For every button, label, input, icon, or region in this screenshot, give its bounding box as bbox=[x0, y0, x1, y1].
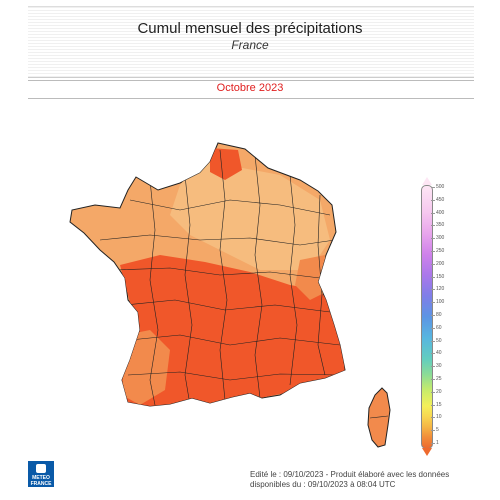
corsica-outline bbox=[367, 387, 391, 448]
legend-tick-label: 500 bbox=[436, 184, 445, 190]
legend-tick-mark bbox=[431, 379, 435, 380]
legend-tick-mark bbox=[431, 289, 435, 291]
mid-zone-southwest bbox=[122, 330, 170, 405]
legend-tick-mark bbox=[431, 340, 435, 342]
legend-tick-mark bbox=[431, 353, 435, 355]
legend-tick-mark bbox=[431, 276, 435, 278]
legend-tick-mark bbox=[431, 187, 435, 188]
legend-tick-mark bbox=[431, 327, 435, 329]
legend-tick-label: 100 bbox=[436, 299, 445, 306]
department-borders bbox=[99, 149, 341, 406]
legend-tick-mark bbox=[431, 417, 435, 419]
legend-tick-label: 30 bbox=[436, 363, 442, 370]
legend-tick-mark bbox=[431, 366, 435, 368]
legend-tick-label: 20 bbox=[436, 388, 442, 395]
legend-tick-label: 400 bbox=[436, 209, 445, 216]
legend-tick-label: 5 bbox=[436, 427, 439, 434]
legend-tick-mark bbox=[431, 251, 435, 252]
logo-text-france: FRANCE bbox=[30, 481, 52, 487]
header-band bbox=[28, 6, 474, 78]
legend-tick-label: 10 bbox=[436, 414, 442, 421]
legend-tick-label: 1 bbox=[436, 440, 439, 446]
map-title: Cumul mensuel des précipitations bbox=[137, 20, 363, 37]
legend-tick-mark bbox=[431, 238, 435, 240]
legend-arrow-top bbox=[422, 177, 432, 185]
month-label: Octobre 2023 bbox=[216, 82, 284, 94]
legend-tick-mark bbox=[431, 302, 435, 304]
footer-line-1: Edité le : 09/10/2023 - Produit élaboré … bbox=[250, 470, 450, 479]
dark-zone-center bbox=[118, 255, 345, 406]
legend-tick-mark bbox=[431, 391, 435, 393]
legend-tick-label: 350 bbox=[436, 222, 445, 229]
legend-tick-label: 120 bbox=[436, 286, 445, 293]
legend-tick-label: 150 bbox=[436, 273, 445, 280]
corsica bbox=[367, 387, 391, 448]
month-divider-bottom bbox=[28, 98, 474, 99]
legend-tick-mark bbox=[431, 263, 435, 265]
legend-tick-label: 300 bbox=[436, 235, 445, 242]
legend-tick-mark bbox=[431, 430, 435, 432]
legend-tick-label: 25 bbox=[436, 376, 442, 382]
mainland-france bbox=[69, 142, 346, 407]
meteo-france-logo: METEO FRANCE bbox=[28, 461, 54, 487]
legend-tick-label: 450 bbox=[436, 196, 445, 203]
legend-tick-label: 15 bbox=[436, 401, 442, 408]
footer-note: Edité le : 09/10/2023 - Produit élaboré … bbox=[250, 470, 449, 490]
legend-tick-label: 200 bbox=[436, 260, 445, 267]
map-subtitle: France bbox=[231, 38, 269, 52]
legend-tick-mark bbox=[431, 225, 435, 227]
legend-tick-label: 250 bbox=[436, 248, 445, 254]
dark-zone-northeast bbox=[210, 148, 242, 180]
legend-tick-mark bbox=[431, 315, 435, 316]
legend-tick-mark bbox=[431, 404, 435, 406]
legend-tick-mark bbox=[431, 199, 435, 201]
legend-tick-label: 60 bbox=[436, 324, 442, 331]
logo-emblem-icon bbox=[36, 464, 46, 473]
legend-tick-mark bbox=[431, 212, 435, 214]
light-band-north bbox=[170, 160, 330, 270]
legend-tick-label: 40 bbox=[436, 350, 442, 357]
legend-tick-mark bbox=[431, 443, 435, 444]
legend-arrow-bottom bbox=[422, 448, 432, 456]
logo-text-meteo: METEO bbox=[32, 475, 50, 481]
month-divider-top bbox=[28, 80, 474, 81]
legend-tick-label: 50 bbox=[436, 337, 442, 344]
legend-tick-label: 80 bbox=[436, 312, 442, 318]
footer-line-2: disponibles du : 09/10/2023 à 08:04 UTC bbox=[250, 480, 396, 489]
